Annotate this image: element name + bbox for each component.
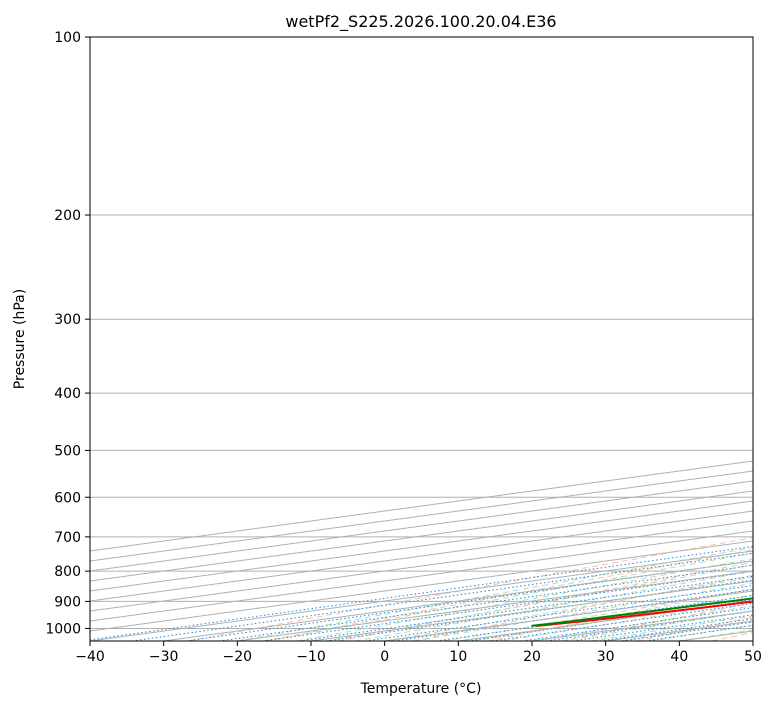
pressure-gridlines xyxy=(90,37,753,629)
y-tick-label: 200 xyxy=(54,208,81,224)
chart-title: wetPf2_S225.2026.100.20.04.E36 xyxy=(285,12,556,32)
isotherm-line xyxy=(90,500,753,592)
y-tick-label: 900 xyxy=(54,594,81,610)
y-tick-label: 1000 xyxy=(45,621,81,637)
mixing-ratio-line xyxy=(299,575,753,641)
y-axis-ticks: 100 200 300 400 500 600 700 800 900 1000 xyxy=(45,30,90,637)
x-tick-label: 30 xyxy=(597,649,615,665)
x-tick-label: 40 xyxy=(670,649,688,665)
x-tick-label: −30 xyxy=(149,649,179,665)
x-axis-ticks: −40 −30 −20 −10 0 10 20 30 40 50 xyxy=(75,641,762,665)
x-tick-label: −40 xyxy=(75,649,105,665)
x-tick-label: 50 xyxy=(744,649,762,665)
isotherm-line xyxy=(90,460,753,552)
x-tick-label: 20 xyxy=(523,649,541,665)
isotherm-line xyxy=(90,530,753,622)
y-tick-label: 500 xyxy=(54,443,81,459)
mixing-ratio-line xyxy=(365,584,753,641)
x-tick-label: −10 xyxy=(296,649,326,665)
isotherm-line xyxy=(90,490,753,582)
y-tick-label: 400 xyxy=(54,386,81,402)
x-tick-label: 10 xyxy=(449,649,467,665)
moist-adiabat xyxy=(296,558,753,641)
isotherms xyxy=(90,460,753,641)
y-tick-label: 800 xyxy=(54,564,81,580)
y-axis-label: Pressure (hPa) xyxy=(12,289,28,389)
plot-frame xyxy=(89,36,754,642)
isotherm-line xyxy=(90,470,753,562)
moist-adiabat xyxy=(325,564,753,641)
y-tick-label: 600 xyxy=(54,490,81,506)
mixing-ratio-line xyxy=(262,570,753,641)
plot-area xyxy=(90,37,753,641)
isotherm-line xyxy=(90,480,753,572)
isotherm-line xyxy=(90,510,753,602)
y-tick-label: 700 xyxy=(54,530,81,546)
x-axis-label: Temperature (°C) xyxy=(360,681,482,697)
isotherm-line xyxy=(90,520,753,612)
y-tick-label: 300 xyxy=(54,312,81,328)
y-tick-label: 100 xyxy=(54,30,81,46)
x-tick-label: −20 xyxy=(223,649,253,665)
x-tick-label: 0 xyxy=(380,649,389,665)
moist-adiabat xyxy=(414,582,753,641)
moist-adiabat xyxy=(473,594,753,641)
